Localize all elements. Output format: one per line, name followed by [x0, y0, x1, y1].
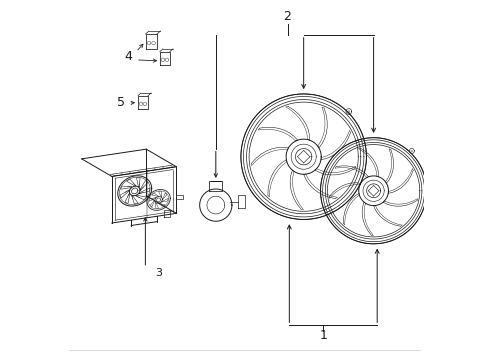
Text: 4: 4	[124, 50, 132, 63]
Text: 5: 5	[117, 96, 124, 109]
Text: 3: 3	[155, 268, 162, 278]
Text: 1: 1	[319, 329, 326, 342]
Text: 2: 2	[283, 10, 291, 23]
